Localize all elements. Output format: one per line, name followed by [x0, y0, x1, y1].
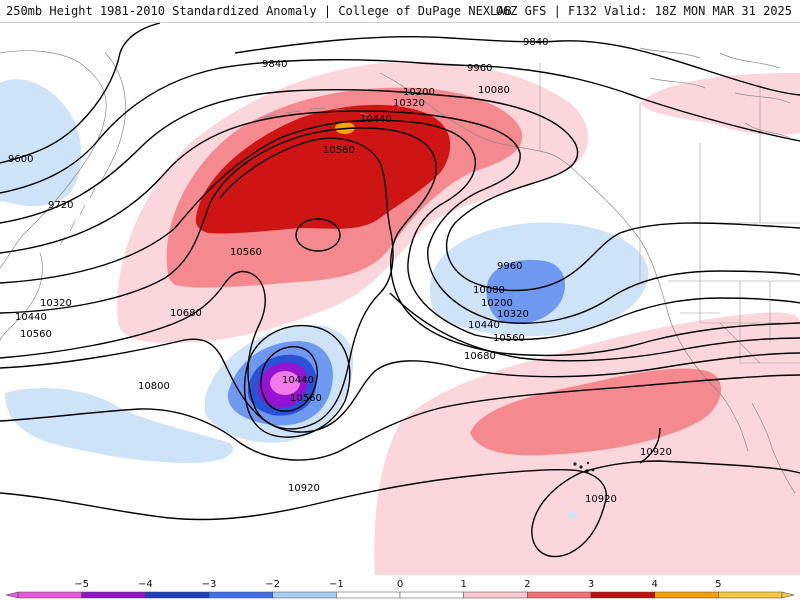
- colorbar-segment: [399, 591, 464, 599]
- colorbar-segment: [336, 591, 401, 599]
- colorbar-segment: [145, 591, 210, 599]
- contour-label: 10560: [323, 145, 355, 156]
- colorbar-tick-label: −2: [265, 579, 280, 590]
- contour-labels: 9840 9840 9960 10080 10200 10320 10440 1…: [8, 37, 672, 505]
- japan-coastline: [0, 252, 43, 342]
- colorbar-tick-label: −5: [74, 579, 89, 590]
- contour-9840: [0, 23, 800, 164]
- arctic-islands: [639, 47, 791, 139]
- run-info: 06Z GFS | F132 Valid: 18Z MON MAR 31 202…: [495, 4, 792, 18]
- contour-10080: [0, 88, 800, 292]
- colorbar-segment: [208, 591, 273, 599]
- contour-10440: [0, 127, 800, 357]
- contour-9960: [0, 59, 800, 194]
- anomaly-negative-spot: [567, 511, 577, 519]
- anomaly-positive-medium-south: [470, 368, 722, 456]
- contour-10560-ring: [295, 218, 341, 252]
- contour-label: 10560: [290, 393, 322, 404]
- contour-label: 10320: [40, 298, 72, 309]
- colorbar-arrow-left: [5, 591, 19, 599]
- contour-label: 9840: [523, 37, 548, 48]
- contour-10320: [0, 119, 800, 341]
- colorbar-tick-label: 4: [651, 579, 657, 590]
- contour-label: 9720: [48, 200, 73, 211]
- contour-10680: [0, 338, 800, 433]
- colorbar-tick-label: 5: [715, 579, 721, 590]
- colorbar-segment: [590, 591, 655, 599]
- map-title: 250mb Height 1981-2010 Standardized Anom…: [6, 4, 512, 18]
- contour-10920: [0, 460, 800, 558]
- colorbar-segment: [81, 591, 146, 599]
- anomaly-negative-light-sw: [5, 388, 234, 463]
- contour-label: 10560: [20, 329, 52, 340]
- province-lines: [639, 83, 800, 281]
- asia-coastline: [0, 50, 107, 269]
- contour-label: 9960: [467, 63, 492, 74]
- contour-10560: [0, 137, 394, 430]
- alaska-coastline: [379, 72, 656, 272]
- contour-label: 10920: [288, 483, 320, 494]
- anomaly-map: 9840 9840 9960 10080 10200 10320 10440 1…: [0, 23, 800, 575]
- colorbar-tick-label: −4: [138, 579, 153, 590]
- contour-label: 10320: [393, 98, 425, 109]
- aleutian-islands: [259, 107, 373, 119]
- contour-label: 9600: [8, 154, 33, 165]
- colorbar-segment: [718, 591, 783, 599]
- contour-label: 10200: [403, 87, 435, 98]
- contour-label: 10440: [15, 312, 47, 323]
- contour-label: 10320: [497, 309, 529, 320]
- colorbar-segment: [463, 591, 528, 599]
- contour-label: 10440: [282, 375, 314, 386]
- colorbar-tick-label: −1: [329, 579, 344, 590]
- baja-coastline: [737, 402, 796, 494]
- contour-label: 10080: [478, 85, 510, 96]
- contour-10200: [0, 110, 800, 324]
- colorbar-tick-label: 2: [524, 579, 530, 590]
- contour-label: 10440: [468, 320, 500, 331]
- pacific-northwest-coastline: [654, 270, 739, 424]
- contour-label: 10680: [170, 308, 202, 319]
- height-contours: [0, 23, 800, 558]
- anomaly-negative-min-low: [270, 371, 300, 395]
- contour-label: 9840: [262, 59, 287, 70]
- colorbar-tick-label: −3: [202, 579, 217, 590]
- contour-label: 10800: [138, 381, 170, 392]
- state-lines: [680, 281, 800, 364]
- colorbar: −5 −4 −3 −2 −1 0 1 2 3 4 5: [0, 575, 800, 600]
- colorbar-segment: [654, 591, 719, 599]
- colorbar-segment: [17, 591, 82, 599]
- contour-10440-low: [260, 346, 318, 412]
- kuril-islands: [59, 187, 96, 246]
- contour-10560-low: [244, 324, 351, 438]
- contour-label: 10560: [493, 333, 525, 344]
- contour-10920-east: [639, 427, 661, 464]
- colorbar-segment: [272, 591, 337, 599]
- contour-label: 10680: [464, 351, 496, 362]
- contour-10800: [0, 374, 800, 461]
- colorbar-svg: −5 −4 −3 −2 −1 0 1 2 3 4 5: [5, 579, 795, 599]
- header-bar: 250mb Height 1981-2010 Standardized Anom…: [0, 0, 800, 23]
- anomaly-negative-light-west: [0, 79, 82, 206]
- contour-label: 10440: [360, 114, 392, 125]
- contour-label: 10200: [481, 298, 513, 309]
- colorbar-tick-label: 3: [588, 579, 594, 590]
- colorbar-tick-label: 0: [397, 579, 403, 590]
- colorbar-segment: [527, 591, 592, 599]
- contour-label: 10560: [230, 247, 262, 258]
- colorbar-arrow-right: [781, 591, 795, 599]
- anomaly-negative-medium-nw-coast: [486, 259, 565, 325]
- colorbar-tick-label: 1: [460, 579, 466, 590]
- contour-10560-east: [389, 292, 800, 362]
- contour-label: 10920: [585, 494, 617, 505]
- contour-label: 10080: [473, 285, 505, 296]
- contour-label: 9960: [497, 261, 522, 272]
- contour-label: 10920: [640, 447, 672, 458]
